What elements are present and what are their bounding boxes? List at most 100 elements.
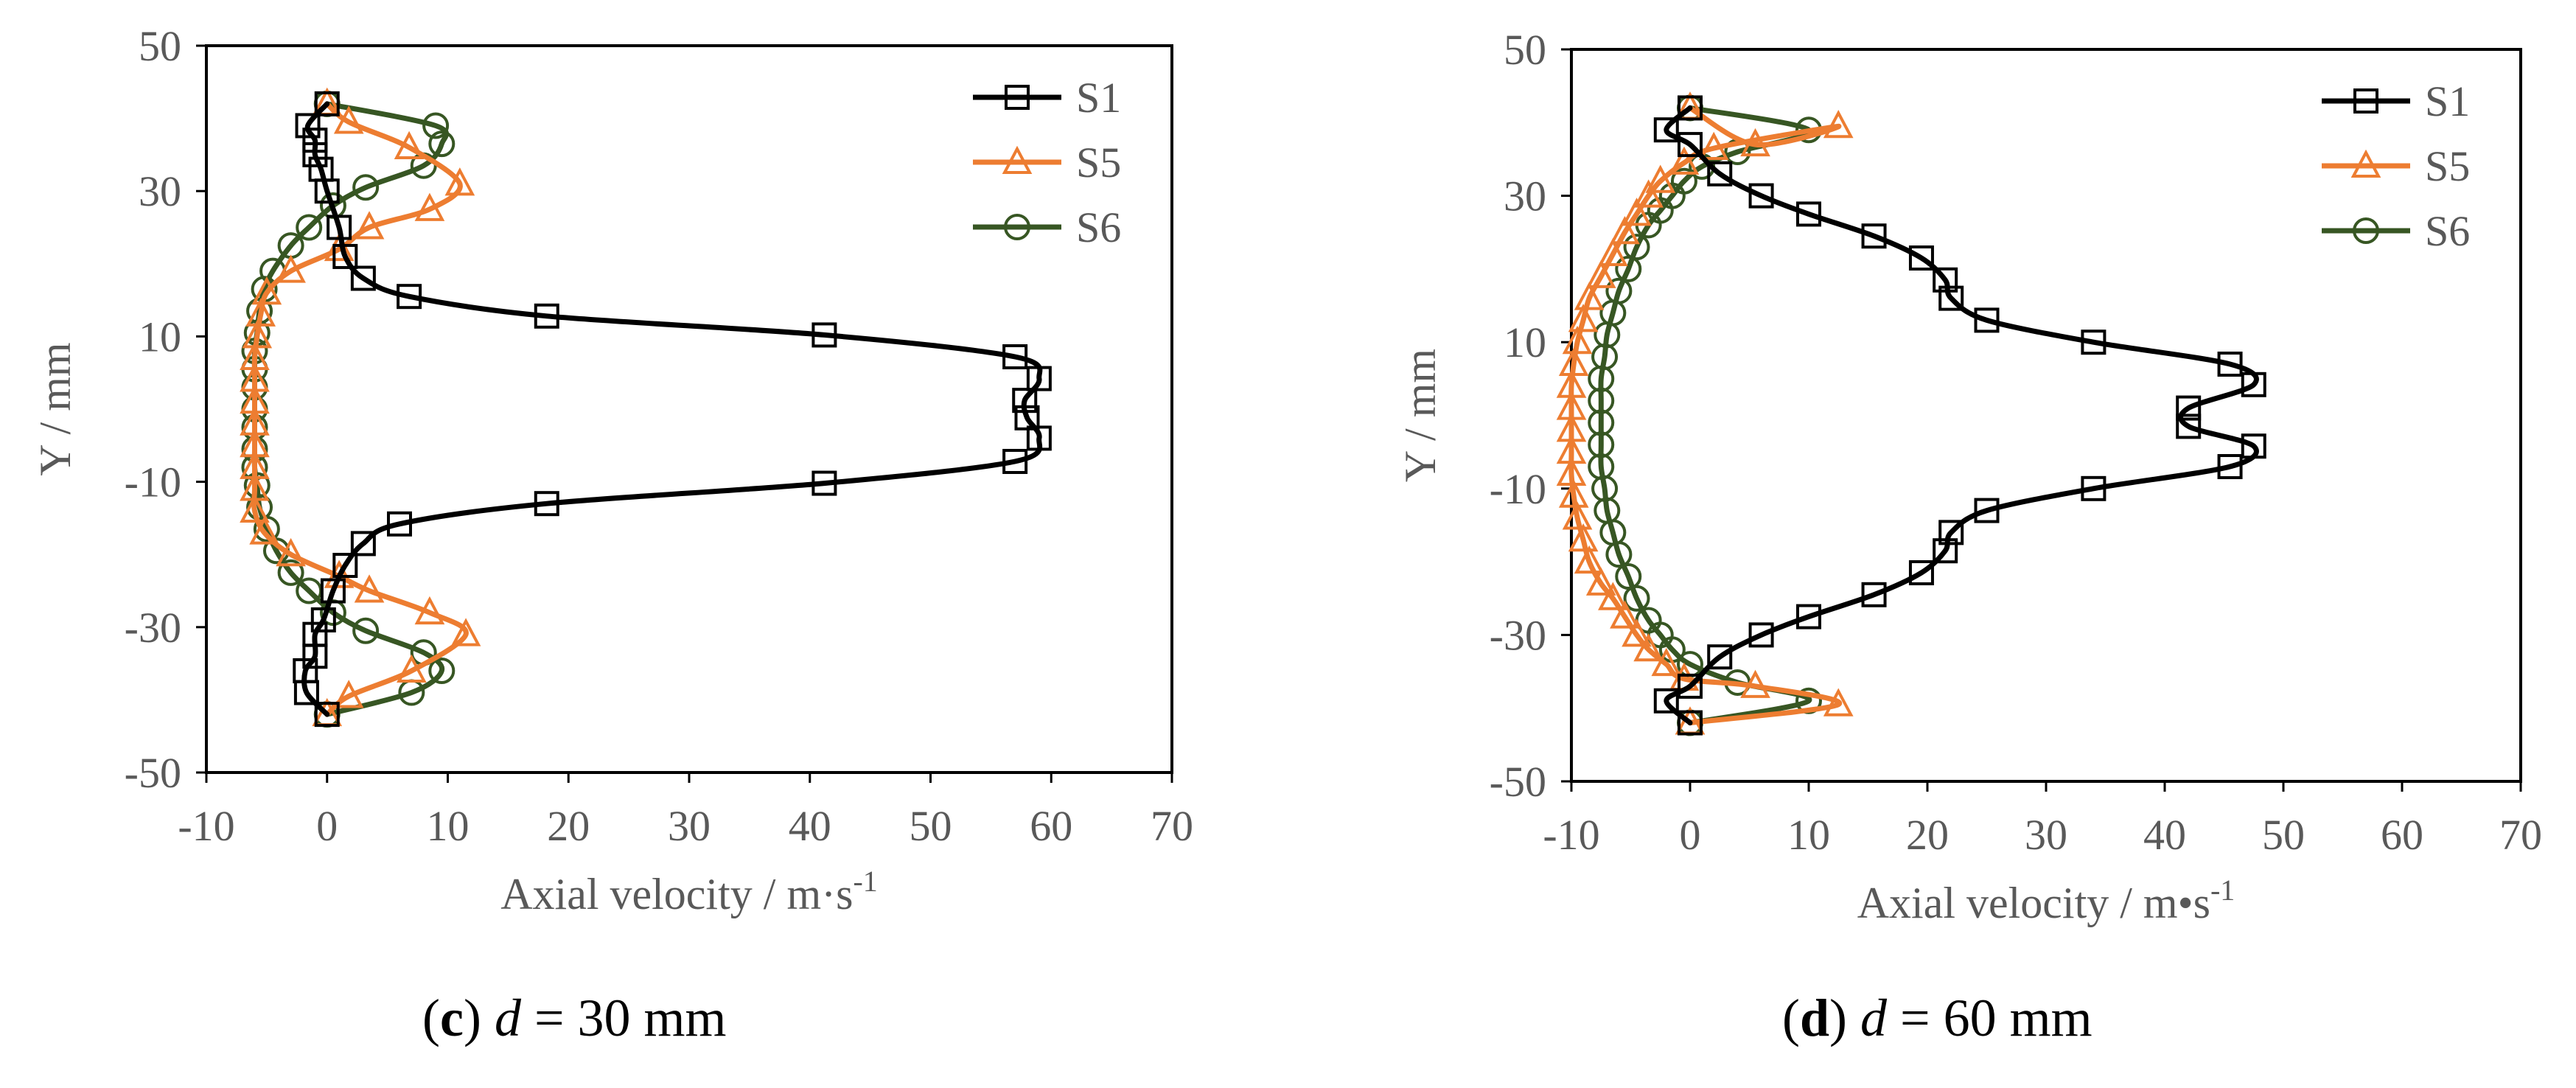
data-point-S1: [1653, 117, 1679, 143]
x-tick-label: 50: [2262, 811, 2305, 859]
data-point-S1: [2081, 475, 2106, 501]
x-tick-label: 60: [1030, 802, 1072, 850]
data-point-S1: [1933, 538, 1958, 564]
data-point-S1: [1707, 644, 1733, 670]
legend: S1 S5 S6: [2322, 77, 2470, 255]
data-point-S1: [1678, 710, 1703, 736]
data-point-S5: [1622, 198, 1652, 226]
data-point-S5: [1740, 128, 1770, 157]
data-point-S1: [293, 680, 319, 705]
data-point-S5: [1610, 600, 1640, 629]
data-point-S1: [2241, 372, 2266, 397]
data-point-S1: [1748, 183, 1774, 209]
legend: S1 S5 S6: [973, 74, 1121, 251]
data-point-S5: [1598, 237, 1628, 267]
data-point-S1: [2176, 395, 2202, 421]
data-point-S1: [1002, 344, 1028, 370]
data-point-S5: [240, 494, 270, 523]
y-tick-label: -10: [1490, 465, 1546, 513]
data-point-S1: [1938, 520, 1964, 545]
data-point-S1: [1974, 307, 2000, 333]
x-tick-label: 60: [2381, 811, 2423, 859]
data-point-S1: [1796, 201, 1821, 227]
y-tick-label: 50: [1504, 26, 1546, 74]
data-point-S1: [1796, 604, 1821, 630]
data-point-S5: [1574, 282, 1605, 310]
data-point-S1: [350, 531, 376, 557]
caption-panel-c: (c) d = 30 mm: [422, 988, 727, 1047]
data-point-S5: [1585, 259, 1616, 288]
data-point-S5: [1622, 618, 1652, 647]
data-point-S5: [249, 516, 279, 545]
caption-panel-d: (d) d = 60 mm: [1782, 988, 2092, 1047]
data-point-S5: [1645, 164, 1676, 193]
data-point-S6: [352, 617, 380, 644]
data-point-S1: [1748, 622, 1774, 648]
data-point-S1: [1908, 245, 1934, 271]
data-point-S1: [1908, 559, 1934, 585]
caption-letter: c: [439, 988, 464, 1047]
data-point-S1: [320, 578, 346, 604]
y-tick-label: -50: [125, 749, 181, 797]
x-axis-label-superscript: -1: [2210, 873, 2235, 907]
data-point-S6: [1605, 541, 1633, 568]
data-point-S1: [314, 178, 340, 204]
data-point-S1: [1026, 425, 1052, 451]
series-S6: [241, 90, 455, 728]
data-point-S5: [333, 680, 364, 708]
y-tick-label: -50: [1490, 758, 1546, 806]
data-point-S5: [1651, 647, 1682, 677]
data-point-S6: [296, 214, 323, 241]
data-point-S5: [276, 537, 306, 567]
legend-marker-S1: [2353, 88, 2378, 114]
legend-marker-S6: [1004, 214, 1030, 240]
data-point-S5: [1558, 479, 1589, 508]
data-point-S5: [354, 574, 385, 603]
legend-label-S5: S5: [2425, 142, 2470, 190]
data-point-S1: [2176, 414, 2202, 439]
data-point-S1: [2081, 329, 2106, 355]
y-axis-label: Y / mm: [1396, 349, 1445, 482]
data-point-S5: [414, 192, 445, 221]
data-point-S1: [811, 322, 837, 348]
x-tick-label: 40: [789, 802, 831, 850]
data-point-S1: [332, 552, 358, 578]
legend-marker-S5: [2350, 149, 2381, 178]
y-tick-label: -30: [125, 604, 181, 652]
data-point-S1: [2241, 433, 2266, 459]
x-tick-label: 30: [668, 802, 711, 850]
data-point-S6: [422, 112, 450, 139]
x-tick-label: 30: [2025, 811, 2067, 859]
data-point-S5: [1598, 582, 1628, 610]
data-point-S1: [327, 215, 352, 240]
x-tick-label: 10: [1787, 811, 1830, 859]
data-point-S1: [302, 142, 328, 167]
y-tick-label: 30: [1504, 172, 1546, 220]
y-tick-label: -10: [125, 458, 181, 506]
data-point-S5: [1568, 523, 1599, 552]
caption-text: = 60 mm: [1887, 988, 2092, 1047]
data-point-S1: [295, 113, 321, 139]
data-point-S1: [1012, 388, 1038, 414]
data-point-S5: [354, 211, 385, 240]
data-point-S1: [350, 265, 376, 291]
y-tick-label: 10: [1504, 318, 1546, 366]
data-point-S5: [414, 596, 445, 625]
legend-label-S1: S1: [2425, 77, 2470, 125]
x-tick-label: -10: [178, 802, 234, 850]
data-point-S5: [1698, 131, 1729, 161]
data-point-S1: [1861, 582, 1887, 607]
x-tick-label: 20: [547, 802, 590, 850]
legend-marker-S5: [1002, 145, 1033, 174]
y-tick-label: 50: [139, 22, 181, 70]
data-point-S1: [310, 607, 336, 632]
data-point-S1: [534, 303, 559, 329]
x-tick-label: 50: [910, 802, 952, 850]
legend-label-S6: S6: [2425, 207, 2470, 255]
data-point-S1: [1678, 132, 1703, 158]
x-tick-label: 70: [2499, 811, 2542, 859]
data-point-S1: [302, 128, 328, 153]
data-point-S1: [1678, 673, 1703, 699]
data-point-S1: [332, 243, 358, 269]
